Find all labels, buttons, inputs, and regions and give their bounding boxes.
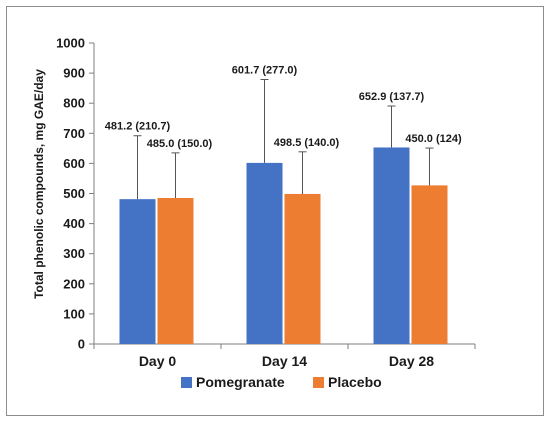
- bar-placebo: [284, 193, 321, 344]
- legend-label-placebo: Placebo: [328, 374, 382, 390]
- data-label: 450.0 (124): [405, 133, 462, 145]
- data-label: 601.7 (277.0): [232, 65, 298, 77]
- y-tick-label: 0: [78, 337, 85, 352]
- y-tick-label: 800: [63, 96, 85, 111]
- y-tick-label: 200: [63, 276, 85, 291]
- legend-swatch-placebo: [313, 377, 324, 388]
- chart-frame: Total phenolic compounds, mg GAE/day 0 10…: [6, 6, 544, 416]
- bar-pomegranate: [246, 162, 283, 344]
- bar-placebo: [411, 185, 448, 344]
- plot-area: 0 100 200 300 400 500 600 700 800 900 1000 Day 0 Day…: [56, 36, 476, 369]
- y-tick-label: 300: [63, 246, 85, 261]
- data-label: 485.0 (150.0): [147, 138, 213, 150]
- data-label: 481.2 (210.7): [105, 121, 171, 133]
- y-tick-label: 700: [63, 126, 85, 141]
- y-tick-label: 500: [63, 186, 85, 201]
- legend-label-pomegranate: Pomegranate: [196, 374, 285, 390]
- bar-placebo: [157, 198, 194, 344]
- y-tick-label: 1000: [56, 36, 85, 51]
- legend-swatch-pomegranate: [181, 377, 192, 388]
- x-category-label: Day 28: [389, 353, 434, 369]
- legend: Pomegranate Placebo: [181, 374, 382, 390]
- y-tick-label: 100: [63, 306, 85, 321]
- y-tick-label: 900: [63, 66, 85, 81]
- y-axis-title: Total phenolic compounds, mg GAE/day: [32, 69, 46, 299]
- data-label: 652.9 (137.7): [359, 91, 425, 103]
- x-category-label: Day 0: [139, 353, 177, 369]
- bar-pomegranate: [119, 199, 156, 344]
- bar-pomegranate: [373, 147, 410, 344]
- bar-chart: Total phenolic compounds, mg GAE/day 0 10…: [32, 36, 476, 390]
- y-tick-label: 400: [63, 216, 85, 231]
- data-label: 498.5 (140.0): [274, 137, 340, 149]
- x-category-label: Day 14: [262, 353, 307, 369]
- y-tick-label: 600: [63, 156, 85, 171]
